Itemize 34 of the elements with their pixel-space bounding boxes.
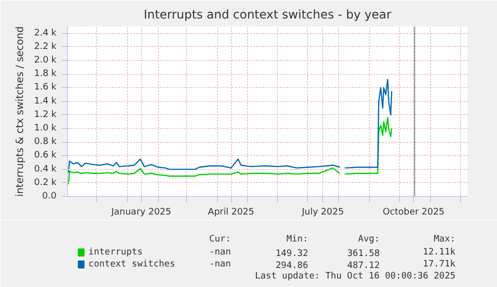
x-tick-label: July 2025 bbox=[300, 208, 344, 218]
y-tick-label: 2.2 k bbox=[34, 42, 58, 52]
x-tick-label: January 2025 bbox=[110, 208, 172, 218]
text: 17.71k bbox=[422, 260, 456, 270]
y-tick-label: 0.6 k bbox=[34, 150, 58, 161]
text: 12.11k bbox=[422, 248, 456, 258]
y-tick-label: 0.4 k bbox=[34, 164, 58, 174]
y-axis-title: interrupts & ctx switches / second bbox=[15, 26, 26, 197]
text: Min: bbox=[286, 234, 308, 244]
text: Cur: bbox=[209, 234, 231, 244]
text: -nan bbox=[209, 260, 231, 270]
y-tick-label: 1.0 k bbox=[34, 124, 58, 134]
y-tick-label: 2.0 k bbox=[34, 56, 58, 66]
text: Last update: Thu Oct 16 00:00:36 2025 bbox=[254, 272, 456, 282]
text: -nan bbox=[209, 248, 231, 258]
y-tick-label: 2.4 k bbox=[34, 28, 58, 38]
text: 361.58 bbox=[347, 249, 380, 259]
x-tick-label: April 2025 bbox=[208, 208, 254, 218]
text: 149.32 bbox=[276, 249, 308, 259]
y-tick-label: 1.8 k bbox=[34, 69, 58, 80]
y-tick-label: 1.4 k bbox=[34, 96, 58, 106]
legend-label: context switches bbox=[88, 260, 176, 270]
y-tick-label: 0.2 k bbox=[34, 178, 58, 188]
chart-title: Interrupts and context switches - by year bbox=[144, 8, 392, 22]
text: 487.12 bbox=[347, 261, 380, 271]
y-tick-label: 0.0 bbox=[42, 192, 57, 202]
text: Avg: bbox=[358, 234, 380, 244]
text: Max: bbox=[434, 234, 456, 244]
x-tick-label: October 2025 bbox=[382, 208, 445, 218]
y-tick-label: 1.6 k bbox=[34, 82, 58, 93]
y-tick-label: 1.2 k bbox=[34, 110, 58, 120]
text: 294.86 bbox=[276, 261, 308, 271]
y-tick-label: 0.8 k bbox=[34, 137, 58, 148]
legend-label: interrupts bbox=[88, 248, 143, 258]
